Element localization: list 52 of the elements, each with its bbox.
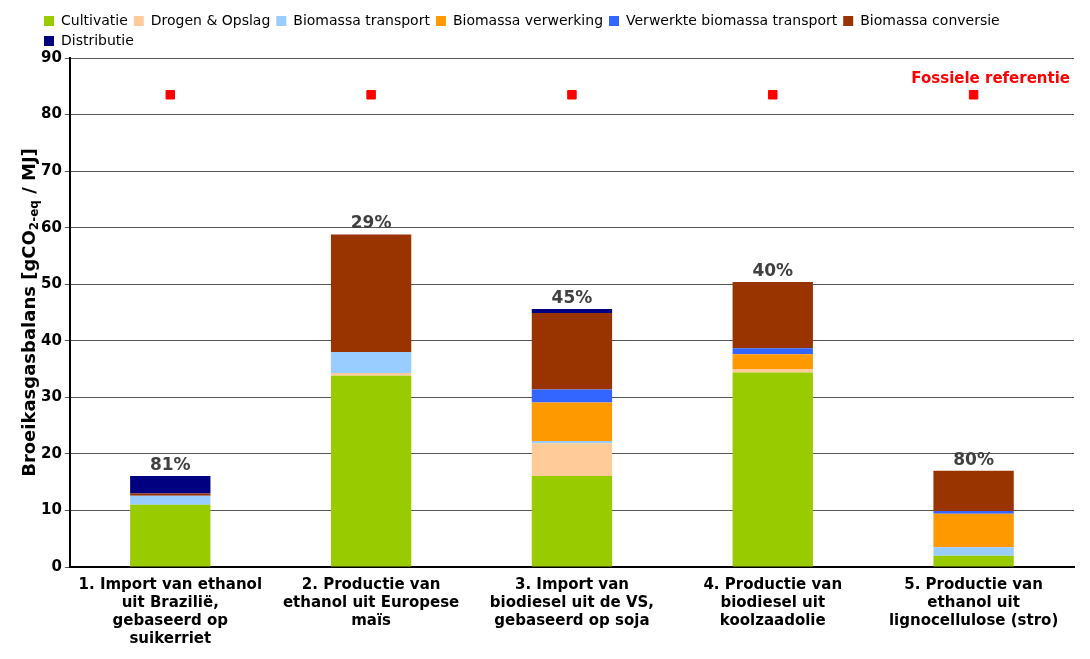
annotation: 81% [149, 453, 191, 474]
legend-label: Cultivatie [61, 11, 128, 28]
y-tick-label: 60 [41, 217, 62, 236]
bar [933, 511, 1014, 514]
bar [130, 504, 211, 567]
bar [330, 375, 412, 567]
y-tick-label: 10 [41, 500, 62, 519]
annotation: 40% [752, 259, 794, 280]
bar [732, 281, 813, 349]
bar [933, 547, 1014, 556]
y-tick-label: 40 [41, 330, 62, 349]
bar [933, 470, 1014, 512]
y-tick-label: 80 [41, 104, 62, 123]
legend-label: Biomassa verwerking [452, 11, 604, 28]
y-tick-label: 20 [41, 443, 62, 462]
annotation: 45% [551, 287, 593, 308]
legend-label: Distributie [61, 31, 134, 48]
bar [531, 309, 613, 314]
bar [531, 443, 613, 476]
x-tick-label: 5. Productie van ethanol uit lignocellulose (stro) [888, 574, 1059, 629]
x-tick-label: 4. Productie van biodiesel uit koolzaadolie [703, 574, 843, 629]
bar [531, 389, 613, 403]
legend-label: Biomassa conversie [860, 11, 1000, 28]
x-tick-label: 3. Import van biodiesel uit de VS, gebaseerd op soja [489, 574, 655, 629]
annotation: 29% [350, 212, 392, 233]
bar [531, 313, 613, 390]
bar [531, 475, 613, 567]
y-tick-label: 30 [41, 387, 62, 406]
series-label: Fossiele referentie [911, 69, 1070, 88]
bar [130, 495, 211, 505]
y-tick-label: 90 [41, 47, 62, 66]
legend-label: Verwerkte biomassa transport [626, 11, 838, 28]
annotation: 80% [953, 448, 994, 469]
legend-label: Biomassa transport [293, 11, 431, 28]
bar [732, 372, 813, 567]
bar [933, 555, 1014, 567]
bar [732, 348, 813, 355]
bar [130, 493, 211, 496]
legend-label: Drogen & Opslag [150, 11, 271, 28]
bar [130, 475, 211, 494]
y-tick-label: 50 [41, 274, 62, 293]
x-tick-label: 1. Import van ethanol uit Brazilië, gebaseerd op suikerriet [78, 574, 263, 647]
bar [330, 373, 412, 376]
bar [531, 402, 613, 441]
bar [330, 234, 412, 353]
bar [330, 352, 412, 374]
x-tick-label: 2. Productie van ethanol uit Europese maïs [282, 574, 460, 629]
bar [732, 354, 813, 370]
y-tick-label: 0 [51, 556, 62, 575]
y-tick-label: 70 [41, 161, 62, 179]
bar [933, 513, 1014, 548]
y-axis-title: Broeikasgasbalans [gCO2-eq / MJ] [17, 148, 42, 477]
